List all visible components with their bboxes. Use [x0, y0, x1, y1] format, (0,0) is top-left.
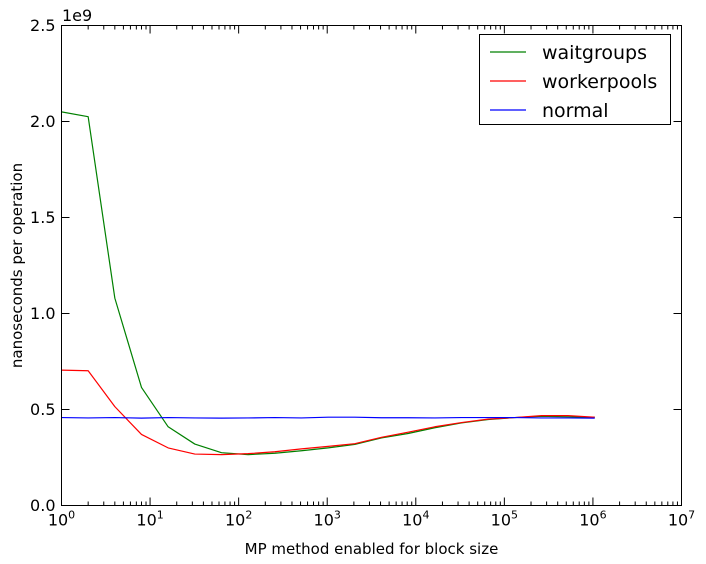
- y-tick-label: 2.0: [30, 112, 55, 131]
- y-tick-label: 2.5: [30, 16, 55, 35]
- x-tick-label: 107: [668, 509, 695, 530]
- x-tick-label: 102: [225, 509, 252, 530]
- legend-label-waitgroups: waitgroups: [542, 42, 647, 64]
- legend-label-workerpools: workerpools: [542, 71, 657, 93]
- x-tick-label: 100: [48, 509, 75, 530]
- plot-frame: [61, 25, 682, 506]
- y-tick-label: 1.0: [30, 304, 55, 323]
- y-tick-label: 0.5: [30, 400, 55, 419]
- legend-label-normal: normal: [542, 100, 609, 122]
- x-tick-label: 106: [579, 509, 606, 530]
- x-tick-label: 103: [314, 509, 341, 530]
- x-axis-label: MP method enabled for block size: [245, 540, 499, 558]
- y-tick-label: 0.0: [30, 496, 55, 515]
- legend: waitgroups workerpools normal: [479, 34, 671, 125]
- y-tick-label: 1.5: [30, 208, 55, 227]
- series-layer: [61, 111, 595, 456]
- series-line-normal: [61, 416, 595, 419]
- x-tick-label: 104: [402, 509, 429, 530]
- x-tick-label: 105: [491, 509, 518, 530]
- y-axis-label: nanoseconds per operation: [8, 163, 26, 368]
- x-tick-label: 101: [136, 509, 163, 530]
- y-offset-label: 1e9: [62, 6, 92, 25]
- label-layer: 100 101 102 103 104 105 106 107 0.0 0.5 1.0 1.5 2.0 2…: [30, 16, 695, 530]
